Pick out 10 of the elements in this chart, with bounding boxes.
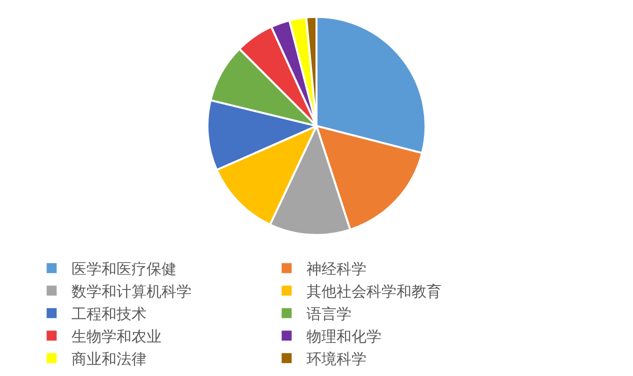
legend-label: 语言学 xyxy=(306,305,352,324)
legend-label: 其他社会科学和教育 xyxy=(306,282,442,301)
legend-label: 医学和医疗保健 xyxy=(72,260,177,278)
legend-label: 生物学和农业 xyxy=(72,328,162,346)
legend-label: 神经科学 xyxy=(306,260,367,278)
legend-label: 数学和计算机科学 xyxy=(72,282,192,301)
legend-label: 物理和化学 xyxy=(306,328,382,346)
legend-label: 商业和法律 xyxy=(72,350,147,368)
legend-label: 工程和技术 xyxy=(72,305,147,324)
legend-label: 环境科学 xyxy=(306,350,367,368)
